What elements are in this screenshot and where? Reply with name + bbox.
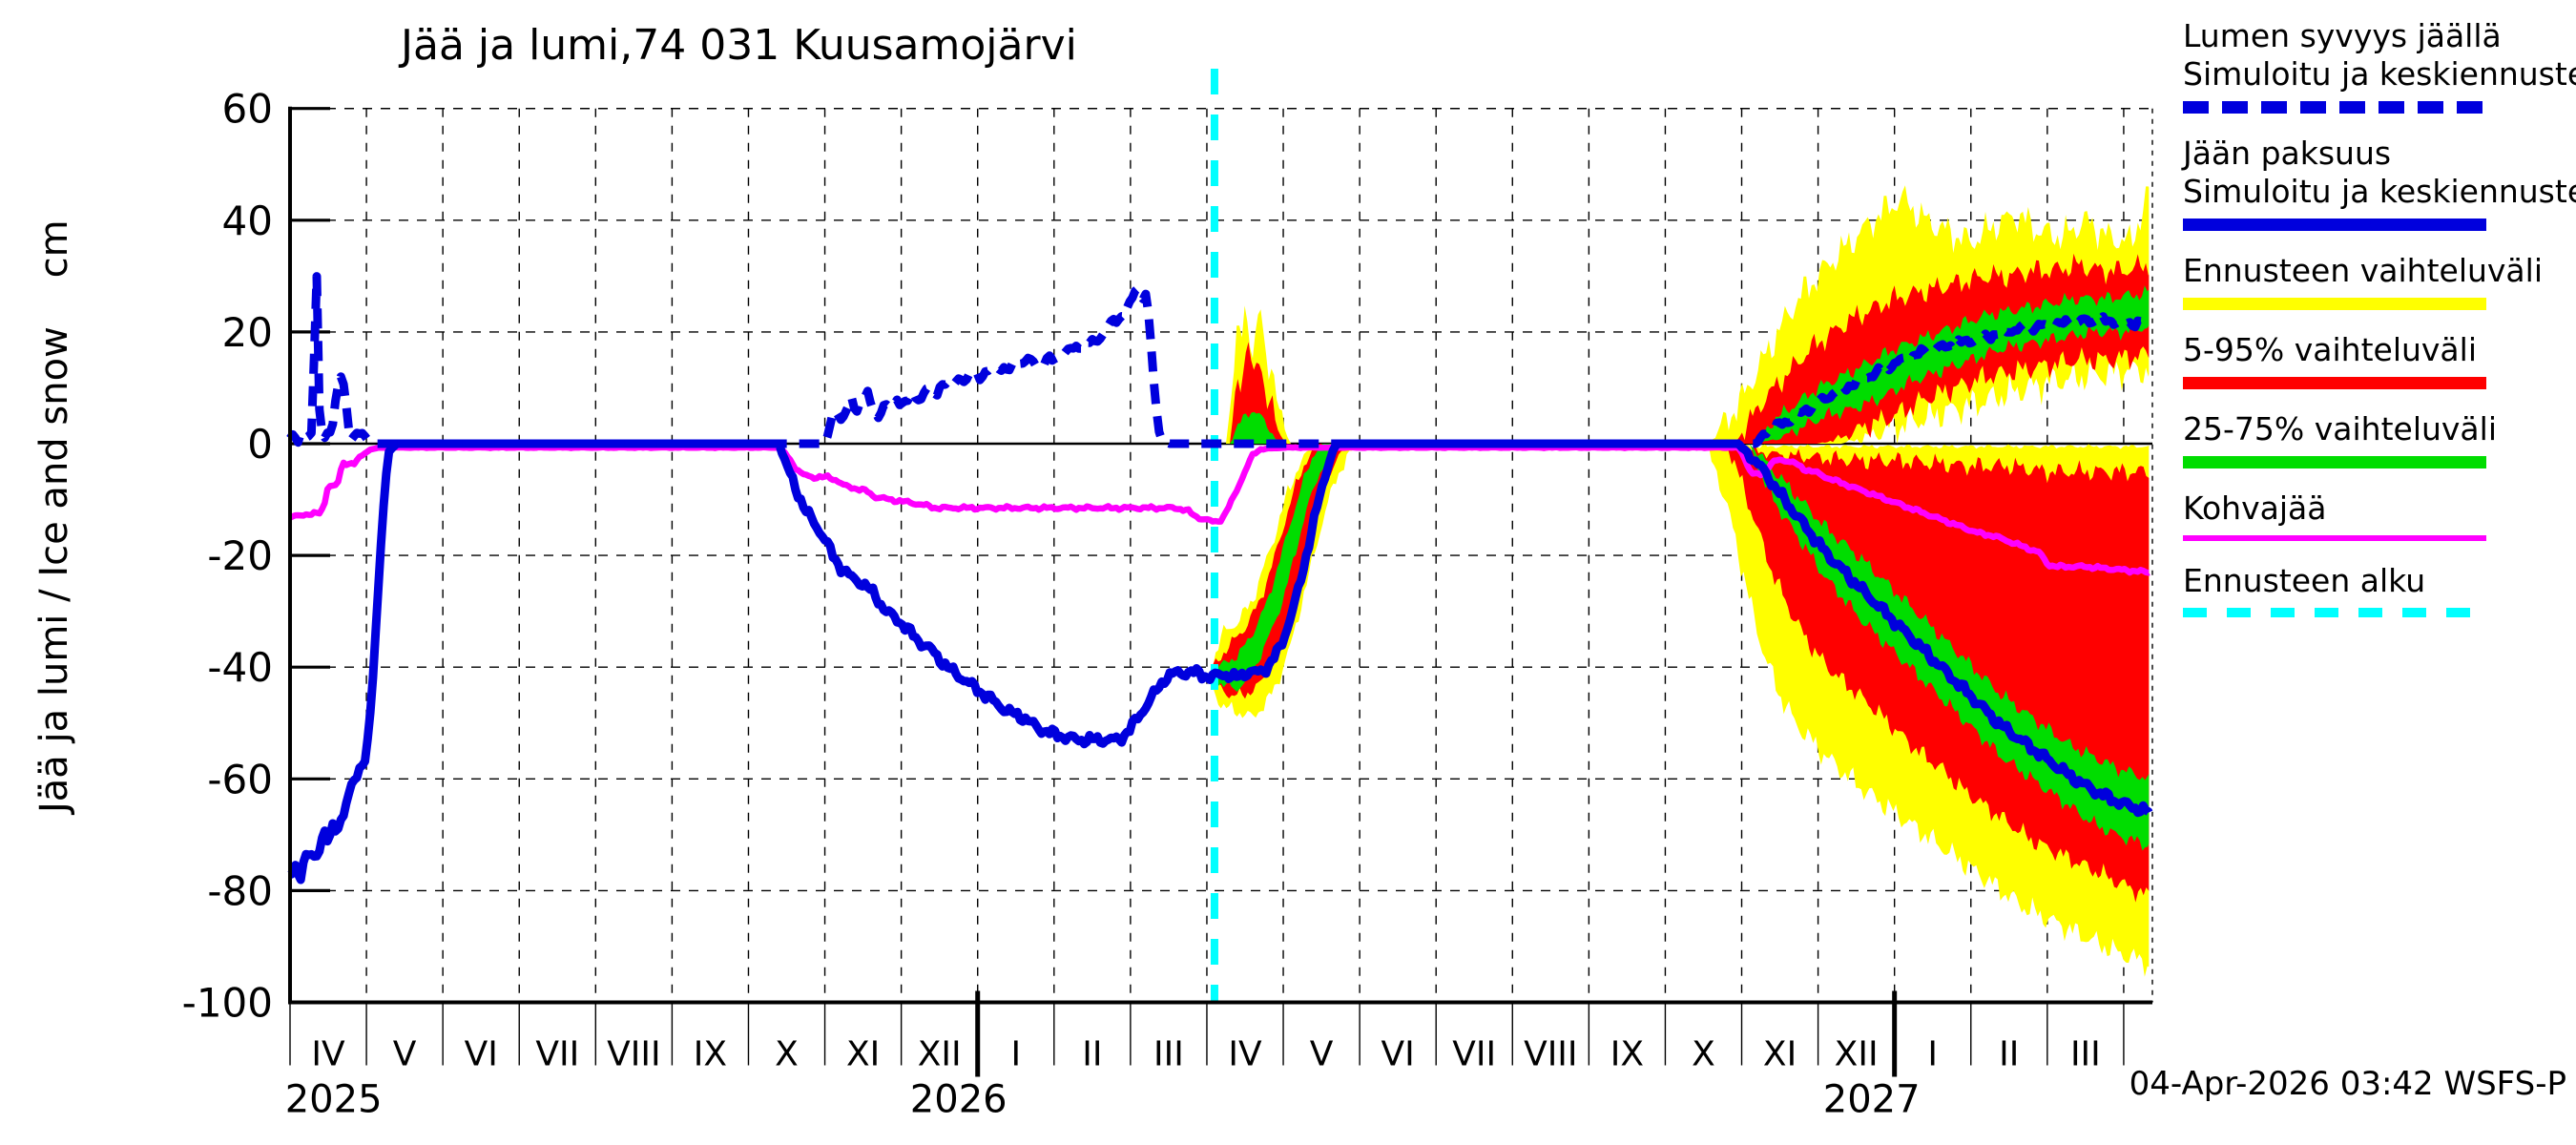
- svg-text:IV: IV: [1228, 1035, 1262, 1074]
- svg-text:XI: XI: [1763, 1035, 1797, 1074]
- yellow-band-sample: [2183, 298, 2486, 310]
- svg-text:I: I: [1927, 1035, 1938, 1074]
- legend-item-kohvajaa: Kohvajää: [2183, 489, 2569, 541]
- svg-text:-100: -100: [182, 980, 273, 1027]
- blue-solid-line-sample: [2183, 219, 2486, 231]
- svg-text:VI: VI: [1381, 1035, 1415, 1074]
- svg-text:X: X: [775, 1035, 799, 1074]
- svg-text:II: II: [1999, 1035, 2019, 1074]
- svg-text:IX: IX: [694, 1035, 727, 1074]
- svg-text:II: II: [1082, 1035, 1102, 1074]
- svg-text:-40: -40: [207, 644, 273, 691]
- blue-dashed-line-sample: [2183, 101, 2486, 114]
- svg-text:VII: VII: [535, 1035, 579, 1074]
- svg-text:XI: XI: [846, 1035, 880, 1074]
- svg-text:IX: IX: [1610, 1035, 1644, 1074]
- legend-item-25-75-range: 25-75% vaihteluväli: [2183, 410, 2569, 468]
- svg-text:0: 0: [247, 421, 273, 468]
- svg-text:I: I: [1010, 1035, 1021, 1074]
- svg-text:2025: 2025: [285, 1078, 383, 1122]
- legend-item-snow-depth: Lumen syvyys jäällä Simuloitu ja keskien…: [2183, 17, 2576, 114]
- green-band-sample: [2183, 456, 2486, 468]
- svg-text:60: 60: [222, 86, 273, 133]
- red-band-sample: [2183, 377, 2486, 389]
- svg-text:XII: XII: [918, 1035, 962, 1074]
- svg-text:VI: VI: [465, 1035, 498, 1074]
- svg-text:-60: -60: [207, 756, 273, 802]
- chart-title: Jää ja lumi,74 031 Kuusamojärvi: [401, 21, 1077, 70]
- svg-text:VII: VII: [1452, 1035, 1496, 1074]
- svg-text:20: 20: [222, 309, 273, 356]
- legend-item-5-95-range: 5-95% vaihteluväli: [2183, 331, 2569, 389]
- svg-text:XII: XII: [1835, 1035, 1879, 1074]
- magenta-line-sample: [2183, 535, 2486, 541]
- svg-text:-80: -80: [207, 867, 273, 914]
- svg-text:40: 40: [222, 198, 273, 244]
- svg-text:III: III: [1153, 1035, 1184, 1074]
- svg-text:-20: -20: [207, 532, 273, 579]
- legend-item-forecast-start: Ennusteen alku: [2183, 562, 2569, 617]
- timestamp-watermark: 04-Apr-2026 03:42 WSFS-P: [2129, 1065, 2566, 1103]
- y-axis-label: Jää ja lumi / Ice and snow cm: [32, 219, 76, 813]
- svg-text:V: V: [393, 1035, 417, 1074]
- legend-item-forecast-range: Ennusteen vaihteluväli: [2183, 252, 2569, 310]
- svg-text:IV: IV: [311, 1035, 345, 1074]
- svg-text:2027: 2027: [1823, 1078, 1921, 1122]
- svg-text:X: X: [1692, 1035, 1715, 1074]
- svg-text:VIII: VIII: [607, 1035, 660, 1074]
- svg-text:VIII: VIII: [1524, 1035, 1577, 1074]
- svg-text:III: III: [2070, 1035, 2101, 1074]
- svg-text:V: V: [1310, 1035, 1334, 1074]
- svg-text:2026: 2026: [910, 1078, 1008, 1122]
- cyan-dashed-line-sample: [2183, 608, 2486, 617]
- chart-legend: Lumen syvyys jäällä Simuloitu ja keskien…: [2183, 17, 2576, 638]
- legend-item-ice-thickness: Jään paksuus Simuloitu ja keskiennuste: [2183, 135, 2576, 231]
